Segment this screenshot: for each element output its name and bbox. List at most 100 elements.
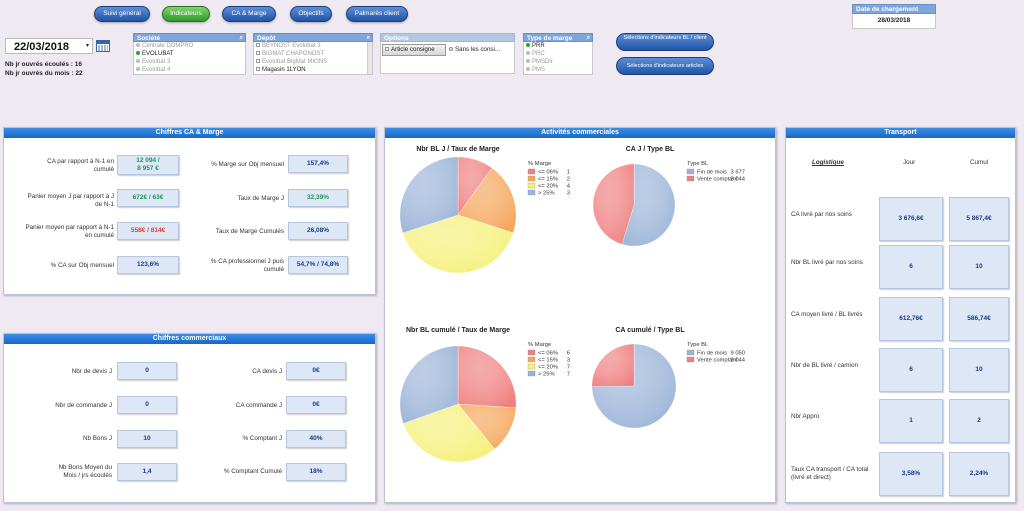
- nav-palmares-client[interactable]: Palmarès client: [346, 6, 408, 22]
- list-item[interactable]: BEYNOST Evolubat 3: [254, 42, 372, 50]
- nav-ca-marge[interactable]: CA & Marge: [222, 6, 276, 22]
- pie-chart: [399, 156, 517, 274]
- transport-row-label: CA moyen livré / BL livrés: [791, 311, 863, 318]
- row-label: Panier moyen J par rapport à J de N-1: [27, 193, 114, 208]
- legend-value: 9 050: [730, 351, 745, 357]
- nav-indicateurs[interactable]: Indicateurs: [162, 6, 210, 22]
- list-item[interactable]: Evolubat 3: [134, 58, 245, 66]
- nbr-devis-value: 0: [117, 362, 177, 380]
- list-item[interactable]: PRR: [524, 42, 592, 50]
- pie-slice-shade: [458, 157, 493, 215]
- transport-title: Transport: [786, 128, 1015, 138]
- row-label: % CA professionnel J puis cumulé: [210, 258, 284, 273]
- bullet-icon: [526, 43, 530, 48]
- checkbox-icon[interactable]: [256, 51, 260, 56]
- article-consigne-button[interactable]: Article consigne: [382, 44, 446, 56]
- legend-label: Fin de mois: [697, 170, 727, 176]
- bullet-icon: [136, 59, 140, 64]
- row-label: Nbr de devis J: [71, 368, 112, 375]
- list-item[interactable]: Evolubat 4: [134, 66, 245, 74]
- selection-articles-button[interactable]: Sélections d'indicateurs articles: [616, 57, 714, 75]
- options-header: Options: [384, 35, 409, 42]
- legend-swatch: [527, 363, 536, 370]
- checkbox-icon[interactable]: [256, 59, 260, 64]
- transport-jour-value: 3,58%: [879, 452, 943, 496]
- list-item[interactable]: PMSDir: [524, 58, 592, 66]
- legend-label: <= 20%: [538, 365, 558, 371]
- row-label: CA par rapport à N-1 en cumulé: [47, 158, 114, 173]
- legend-swatch: [686, 356, 695, 363]
- transport-jour-value: 612,76€: [879, 297, 943, 341]
- logistique-header: Logistique: [812, 159, 844, 166]
- row-label: CA devis J: [252, 368, 282, 375]
- nav-objectifs[interactable]: Objectifs: [290, 6, 332, 22]
- legend-title: % Marge: [528, 342, 551, 348]
- societe-listbox[interactable]: Société ⌕ Centrale DOMPRO EVOLUBAT Evolub…: [133, 33, 246, 75]
- sans-consigne-option[interactable]: Sans les consi...: [449, 46, 500, 53]
- row-label: % Comptant J: [242, 435, 282, 442]
- bullet-icon: [526, 51, 530, 56]
- date-picker[interactable]: 22/03/2018 ▾: [5, 38, 93, 54]
- list-item[interactable]: Evolubat BigMat MIONS: [254, 58, 372, 66]
- search-icon[interactable]: ⌕: [366, 35, 370, 41]
- list-item[interactable]: Magasin 1LYON: [254, 66, 372, 74]
- legend-label: > 25%: [538, 191, 555, 197]
- type-marge-header: Type de marge: [527, 35, 573, 42]
- legend-swatch: [527, 349, 536, 356]
- marge-obj-value: 157,4%: [288, 155, 348, 173]
- legend-swatch: [527, 168, 536, 175]
- pie-slice-shade: [458, 346, 516, 408]
- selection-bl-client-button[interactable]: Sélections d'indicateurs BL / client: [616, 33, 714, 51]
- pie-slice-shade: [622, 164, 675, 246]
- legend-value: 3 044: [730, 177, 745, 183]
- dropdown-arrow-icon[interactable]: ▾: [86, 43, 90, 49]
- nav-suivi-general[interactable]: Suivi général: [94, 6, 150, 22]
- legend-swatch: [527, 356, 536, 363]
- pie-slice-shade: [403, 404, 495, 462]
- bullet-icon: [136, 51, 140, 56]
- legend-value: 6: [567, 351, 570, 357]
- list-item[interactable]: PRC: [524, 50, 592, 58]
- legend-swatch: [686, 168, 695, 175]
- legend-value: 4: [567, 184, 571, 190]
- calendar-icon[interactable]: [96, 40, 110, 52]
- checkbox-icon[interactable]: [256, 43, 260, 48]
- scrollbar[interactable]: [367, 42, 372, 74]
- pie-slice-shade: [458, 404, 516, 449]
- legend-value: 1: [567, 170, 570, 176]
- legend-swatch: [527, 175, 536, 182]
- list-item[interactable]: Centrale DOMPRO: [134, 42, 245, 50]
- legend-value: 3: [567, 358, 570, 364]
- bullet-icon: [136, 43, 140, 48]
- depot-header: Dépôt: [257, 35, 276, 42]
- legend-label: > 25%: [538, 372, 555, 378]
- pie-slice-shade: [458, 168, 516, 233]
- type-marge-listbox[interactable]: Type de marge ⌕ PRR PRC PMSDir PMS: [523, 33, 593, 75]
- pie-charts: Nbr BL J / Taux de Marge % Marge <= 06% 1 <=…: [399, 146, 746, 463]
- radio-icon[interactable]: [449, 47, 453, 52]
- list-item[interactable]: BIGMAT CHAPONOST: [254, 50, 372, 58]
- list-item[interactable]: EVOLUBAT: [134, 50, 245, 58]
- checkbox-icon: [385, 47, 389, 52]
- options-panel: Options Article consigne Sans les consi.…: [380, 33, 515, 74]
- search-icon[interactable]: ⌕: [586, 35, 590, 41]
- taux-marge-cumule-value: 26,08%: [288, 222, 348, 240]
- list-item[interactable]: PMS: [524, 66, 592, 74]
- pie-slice-shade: [400, 346, 458, 424]
- pie-chart: [399, 345, 517, 463]
- nbr-commande-value: 0: [117, 396, 177, 414]
- row-label: Nb Bons J: [82, 435, 112, 442]
- legend-label: Vente comptant: [697, 177, 738, 183]
- legend-value: 7: [567, 365, 570, 371]
- transport-row-label: CA livré par nos soins: [791, 211, 852, 218]
- bullet-icon: [526, 67, 530, 72]
- search-icon[interactable]: ⌕: [239, 35, 243, 41]
- nb-bons-moyen-value: 1,4: [117, 463, 177, 481]
- date-value: 22/03/2018: [14, 41, 70, 53]
- row-label: Panier moyen par rapport à N-1 en cumulé: [25, 224, 114, 239]
- pie-slice-shade: [400, 157, 458, 233]
- checkbox-icon[interactable]: [256, 67, 260, 72]
- depot-listbox[interactable]: Dépôt ⌕ BEYNOST Evolubat 3 BIGMAT CHAPONO…: [253, 33, 373, 75]
- taux-marge-j-value: 32,39%: [288, 189, 348, 207]
- legend-value: 2: [567, 177, 570, 183]
